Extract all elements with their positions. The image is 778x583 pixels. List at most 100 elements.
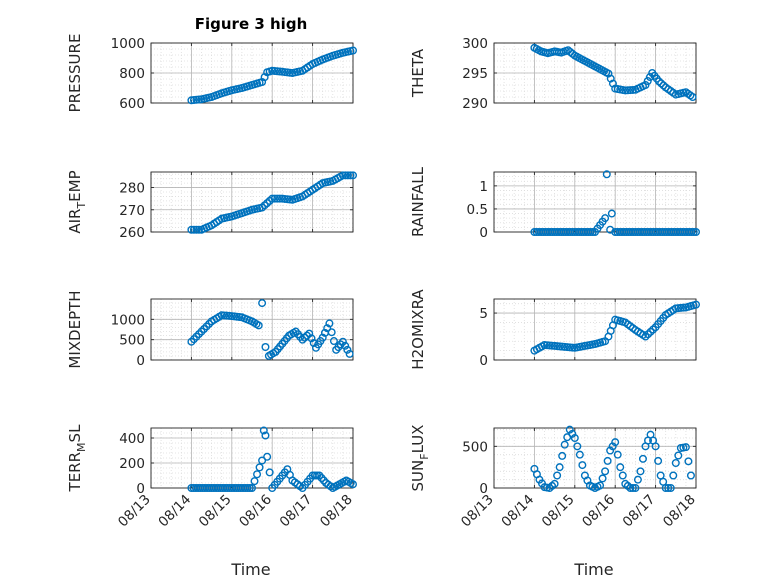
data-point — [664, 484, 673, 493]
y-tick-label: 260 — [119, 225, 145, 241]
data-point — [654, 77, 663, 86]
subplot-rainfall: 0 0.5 1 RAINFALL — [409, 166, 701, 241]
y-axis-label: H2OMIXRA — [409, 289, 427, 370]
x-tick-label: 08/16 — [579, 492, 618, 531]
y-tick-label: 0 — [479, 225, 488, 241]
data-point — [268, 194, 277, 203]
data-point — [265, 468, 274, 477]
data-point — [346, 171, 355, 180]
x-tick-label: 08/13 — [115, 492, 154, 531]
data-point — [275, 194, 284, 203]
data-point — [669, 471, 678, 480]
y-tick-label: 1 — [479, 179, 488, 195]
data-point — [623, 86, 632, 95]
x-tick-label: 08/13 — [458, 492, 497, 531]
x-tick-label: 08/15 — [196, 492, 235, 531]
data-point — [633, 475, 642, 484]
data-point — [601, 214, 610, 223]
data-point — [187, 225, 196, 234]
data-point — [263, 452, 272, 461]
y-axis-label: SUNFLUX — [409, 425, 431, 492]
y-axis-label: AIRTEMP — [66, 170, 88, 233]
y-tick-label: 300 — [462, 36, 488, 52]
x-tick-label: 08/17 — [620, 492, 659, 531]
data-point — [573, 442, 582, 451]
x-tick-label: 08/14 — [498, 492, 537, 531]
data-point — [307, 334, 316, 343]
data-point — [602, 170, 611, 179]
data-point — [684, 457, 693, 466]
y-axis-label: RAINFALL — [409, 166, 427, 237]
x-tick-label: 08/18 — [317, 492, 356, 531]
data-point — [261, 431, 270, 440]
data-point — [607, 209, 616, 218]
data-point — [613, 450, 622, 459]
y-axis-label: TERRMSL — [66, 424, 88, 493]
y-tick-label: 600 — [119, 96, 145, 112]
data-point — [558, 451, 567, 460]
y-axis-label: THETA — [409, 48, 427, 98]
x-tick-label: 08/15 — [539, 492, 578, 531]
data-point — [555, 463, 564, 472]
data-point — [628, 484, 637, 493]
data-point — [261, 342, 270, 351]
data-point — [621, 86, 630, 95]
data-point — [550, 479, 559, 488]
data-point — [318, 333, 327, 342]
data-point — [657, 79, 666, 88]
y-tick-label: 0 — [136, 353, 145, 369]
data-point — [349, 46, 358, 55]
data-point — [349, 480, 358, 489]
y-tick-label: 0.5 — [467, 202, 488, 218]
subplot-theta: 290 295 300 THETA — [409, 36, 697, 112]
y-tick-label: 500 — [119, 333, 145, 349]
subplot-sun-flux: 0 500 08/13 08/14 08/15 08/16 08/17 08/18 SUNFLU… — [409, 425, 699, 531]
data-point — [560, 440, 569, 449]
data-point — [688, 92, 697, 101]
data-point — [259, 426, 268, 435]
y-tick-label: 280 — [119, 181, 145, 197]
data-point — [345, 349, 354, 358]
data-point — [254, 321, 263, 330]
data-point — [686, 471, 695, 480]
data-point — [247, 484, 256, 493]
data-point — [626, 86, 635, 95]
data-point — [692, 300, 701, 309]
x-tick-label: 08/18 — [660, 492, 699, 531]
x-tick-label: 08/14 — [155, 492, 194, 531]
subplot-h2omixra: 0 5 H2OMIXRA — [409, 289, 701, 370]
y-tick-label: 0 — [479, 353, 488, 369]
data-point — [661, 484, 670, 493]
data-point — [338, 337, 347, 346]
data-point — [255, 463, 264, 472]
data-point — [681, 443, 690, 452]
y-tick-label: 0 — [479, 481, 488, 497]
data-point — [671, 459, 680, 468]
subplot-terr-msl: 0 200 400 08/13 08/14 08/15 08/16 08/17 08/18 TER… — [66, 424, 358, 531]
y-tick-label: 0 — [136, 481, 145, 497]
data-point — [636, 467, 645, 476]
data-point — [618, 471, 627, 480]
data-point — [603, 456, 612, 465]
data-point — [343, 171, 352, 180]
data-point — [631, 484, 640, 493]
data-point — [628, 85, 637, 94]
y-tick-label: 500 — [462, 439, 488, 455]
data-point — [253, 470, 262, 479]
y-axis-label: MIXDEPTH — [66, 290, 84, 368]
y-tick-label: 1000 — [111, 36, 145, 52]
data-point — [338, 171, 347, 180]
y-tick-label: 295 — [462, 66, 488, 82]
y-axis-label: PRESSURE — [66, 34, 84, 113]
x-axis-label-right: Time — [573, 560, 613, 579]
data-point — [250, 477, 259, 486]
x-tick-label: 08/17 — [277, 492, 316, 531]
x-axis-label-left: Time — [230, 560, 270, 579]
data-point — [641, 80, 650, 89]
y-tick-label: 270 — [119, 203, 145, 219]
data-point — [651, 442, 660, 451]
data-point — [654, 456, 663, 465]
data-point — [273, 194, 282, 203]
axes-box — [150, 427, 354, 489]
data-point — [659, 81, 668, 90]
